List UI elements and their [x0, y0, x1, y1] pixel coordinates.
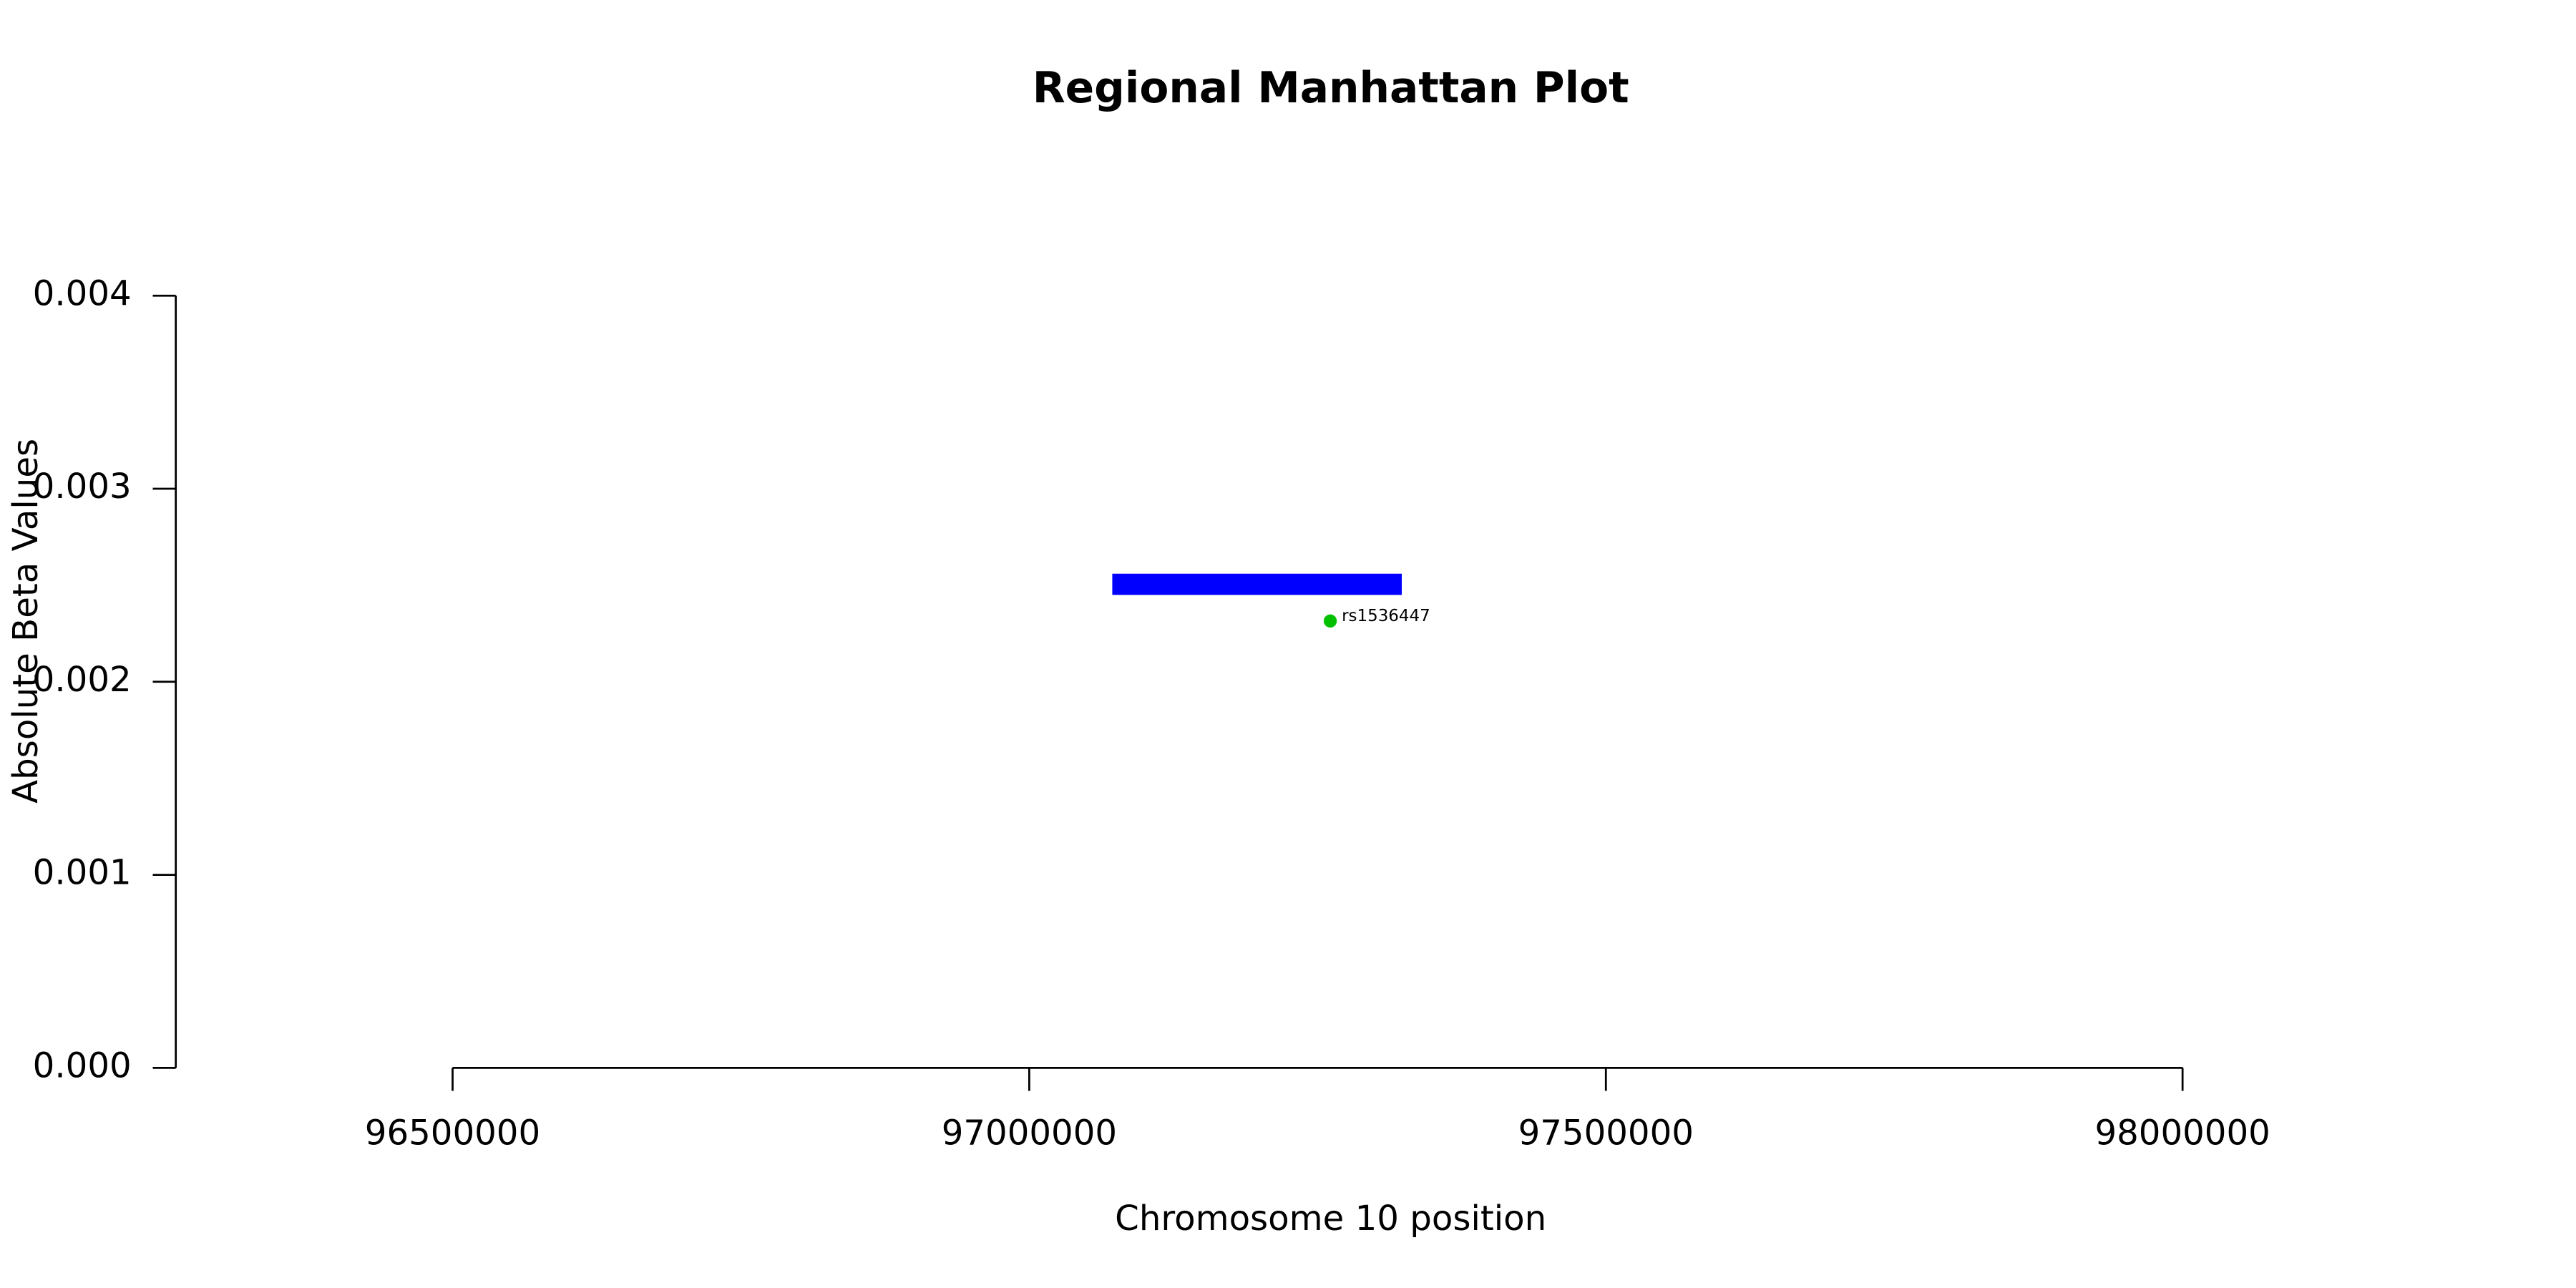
- x-tick-label: 97500000: [1518, 1113, 1694, 1153]
- y-tick-label: 0.003: [33, 467, 132, 507]
- x-tick-label: 96500000: [365, 1113, 540, 1153]
- x-tick-label: 97000000: [942, 1113, 1117, 1153]
- y-tick-label: 0.000: [33, 1045, 132, 1085]
- chart-title: Regional Manhattan Plot: [1033, 64, 1629, 113]
- y-tick-label: 0.001: [33, 853, 132, 893]
- point: [1323, 614, 1337, 628]
- y-tick-label: 0.004: [33, 273, 132, 313]
- gene-region: [1112, 573, 1402, 595]
- x-tick-label: 98000000: [2094, 1113, 2270, 1153]
- x-axis-label: Chromosome 10 position: [1115, 1199, 1546, 1239]
- y-tick-label: 0.002: [33, 660, 132, 700]
- y-axis-label: Absolute Beta Values: [6, 439, 46, 804]
- point-label: rs1536447: [1342, 607, 1430, 625]
